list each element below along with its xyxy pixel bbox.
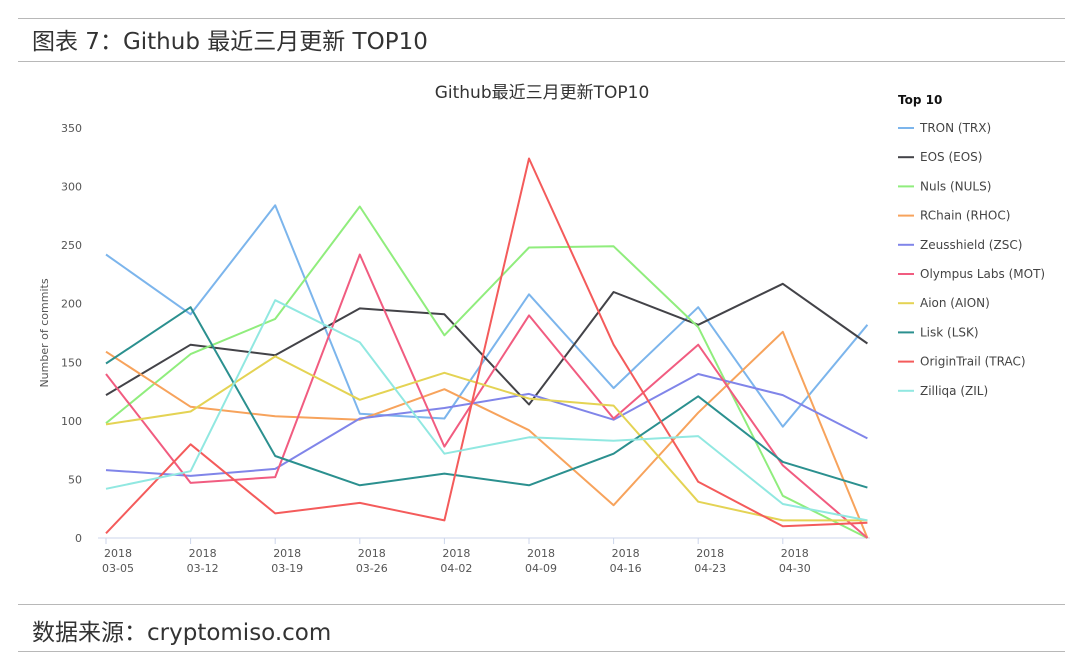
x-tick-year: 2018	[104, 547, 132, 560]
legend-title: Top 10	[898, 93, 942, 107]
series-line-zilliqa-zil	[105, 299, 868, 522]
legend-item[interactable]: Zilliqa (ZIL)	[898, 384, 988, 398]
series-lines	[105, 157, 869, 539]
x-tick-year: 2018	[358, 547, 386, 560]
legend-label: Aion (AION)	[920, 296, 990, 310]
legend-label: Nuls (NULS)	[920, 179, 991, 193]
legend-item[interactable]: EOS (EOS)	[898, 150, 982, 164]
x-tick-date: 04-09	[525, 562, 557, 575]
x-tick-date: 03-19	[271, 562, 303, 575]
legend-item[interactable]: OriginTrail (TRAC)	[898, 355, 1026, 369]
x-tick-date: 04-02	[440, 562, 472, 575]
x-tick-year: 2018	[189, 547, 217, 560]
y-tick-label: 250	[61, 239, 82, 252]
series-line-zeusshield-zsc	[105, 373, 868, 477]
y-tick-label: 350	[61, 122, 82, 135]
x-tick-date: 03-12	[187, 562, 219, 575]
series-line-rchain-rhoc	[105, 330, 869, 539]
legend-item[interactable]: TRON (TRX)	[898, 121, 991, 135]
figure-caption: 图表 7：Github 最近三月更新 TOP10	[32, 29, 428, 55]
series-line-eos-eos	[105, 282, 868, 406]
source-divider	[18, 604, 1065, 605]
series-line-nuls-nuls	[105, 205, 868, 539]
x-tick-date: 04-23	[694, 562, 726, 575]
x-tick-year: 2018	[696, 547, 724, 560]
legend-item[interactable]: Olympus Labs (MOT)	[898, 267, 1045, 281]
legend-label: Zeusshield (ZSC)	[920, 238, 1022, 252]
legend-item[interactable]: Zeusshield (ZSC)	[898, 238, 1022, 252]
legend-label: Olympus Labs (MOT)	[920, 267, 1045, 281]
x-tick-year: 2018	[273, 547, 301, 560]
x-tick-date: 04-16	[610, 562, 642, 575]
legend-label: Lisk (LSK)	[920, 325, 979, 339]
y-tick-label: 150	[61, 356, 82, 369]
legend-label: Zilliqa (ZIL)	[920, 384, 988, 398]
series-line-origintrail-trac	[105, 157, 868, 534]
caption-divider	[18, 61, 1065, 62]
legend-label: RChain (RHOC)	[920, 209, 1010, 223]
line-chart: Github最近三月更新TOP10 Number of commits 0 50 1…	[38, 83, 1045, 575]
legend-item[interactable]: Aion (AION)	[898, 296, 990, 310]
y-tick-label: 100	[61, 415, 82, 428]
legend-label: TRON (TRX)	[919, 121, 991, 135]
source-caption: 数据来源：cryptomiso.com	[32, 620, 332, 646]
x-tick-year: 2018	[781, 547, 809, 560]
y-tick-label: 200	[61, 298, 82, 311]
y-axis: 0 50 100 150 200 250 300 350	[61, 122, 82, 545]
x-tick-date: 03-26	[356, 562, 388, 575]
y-tick-label: 50	[68, 473, 82, 486]
x-tick-year: 2018	[527, 547, 555, 560]
legend-item[interactable]: Nuls (NULS)	[898, 179, 991, 193]
series-line-lisk-lsk	[105, 306, 868, 489]
legend-item[interactable]: RChain (RHOC)	[898, 209, 1010, 223]
y-tick-label: 0	[75, 532, 82, 545]
legend-item[interactable]: Lisk (LSK)	[898, 325, 979, 339]
x-tick-year: 2018	[442, 547, 470, 560]
series-line-tron-trx	[105, 204, 869, 428]
y-tick-label: 300	[61, 181, 82, 194]
legend-label: OriginTrail (TRAC)	[920, 355, 1026, 369]
x-tick-year: 2018	[612, 547, 640, 560]
top-rule	[18, 18, 1065, 19]
x-tick-date: 03-05	[102, 562, 134, 575]
legend: Top 10 TRON (TRX) EOS (EOS) Nuls (NULS) RCh…	[898, 93, 1045, 398]
y-axis-label: Number of commits	[38, 278, 51, 387]
chart-title: Github最近三月更新TOP10	[435, 83, 650, 103]
bottom-rule	[18, 651, 1065, 652]
legend-label: EOS (EOS)	[920, 150, 982, 164]
x-tick-date: 04-30	[779, 562, 811, 575]
x-axis: 2018 03-05 2018 03-12 2018 03-19 2018 03-26 2018…	[98, 537, 870, 575]
series-line-olympus-labs-mot	[105, 253, 869, 539]
